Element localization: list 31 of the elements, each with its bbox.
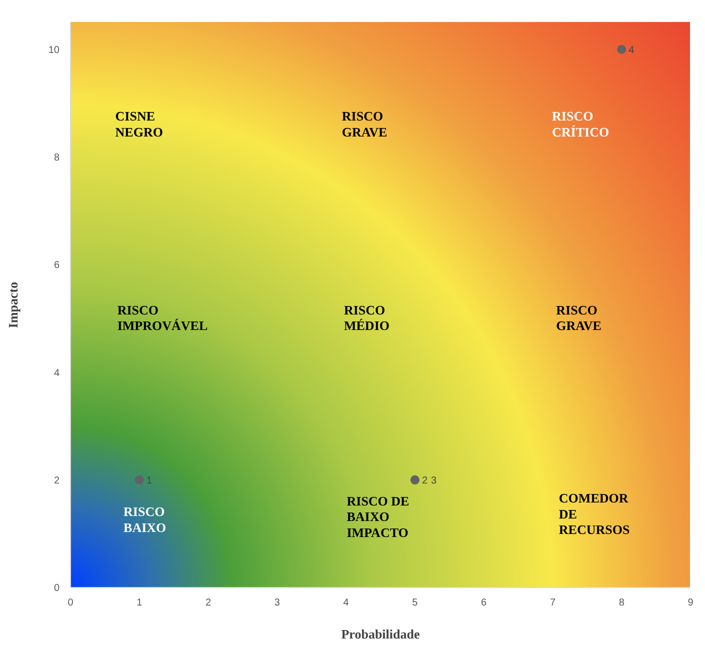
annotation: 1	[146, 475, 152, 486]
annotation: 2	[422, 475, 428, 486]
annotation: RISCO CRÍTICO	[552, 108, 610, 140]
y-tick-label: 2	[54, 475, 60, 486]
x-tick-label: 8	[618, 598, 625, 608]
annotation: RISCO GRAVE	[556, 302, 602, 334]
annotation: RISCO GRAVE	[342, 108, 388, 140]
x-axis-title: Probabilidade	[341, 626, 420, 642]
y-tick-label: 0	[54, 583, 60, 594]
y-axis-title: Impacto	[5, 282, 20, 328]
x-tick-label: 7	[550, 598, 556, 608]
annotation: RISCO MÉDIO	[344, 302, 390, 334]
y-tick-label: 8	[54, 152, 60, 164]
x-tick-label: 9	[688, 598, 694, 608]
annotation: RISCO BAIXO	[124, 504, 166, 535]
y-tick-label: 4	[54, 368, 60, 379]
x-tick-label: 3	[274, 598, 280, 608]
annotation: 3	[430, 475, 437, 486]
x-tick-label: 0	[68, 598, 74, 608]
x-tick-label: 1	[136, 598, 143, 608]
annotation: COMEDOR DE RECURSOS	[558, 490, 630, 538]
x-tick-label: 2	[205, 598, 212, 608]
x-tick-label: 5	[412, 598, 418, 608]
y-tick-label: 6	[54, 260, 60, 272]
annotation: RISCO IMPROVÁVEL	[117, 302, 208, 334]
annotation: CISNE NEGRO	[115, 108, 163, 140]
x-tick-label: 6	[481, 598, 488, 608]
x-tick-label: 4	[343, 598, 350, 608]
annotation: RISCO DE BAIXO IMPACTO	[346, 493, 410, 540]
y-tick-label: 10	[48, 44, 60, 56]
annotation: 4	[628, 44, 635, 56]
